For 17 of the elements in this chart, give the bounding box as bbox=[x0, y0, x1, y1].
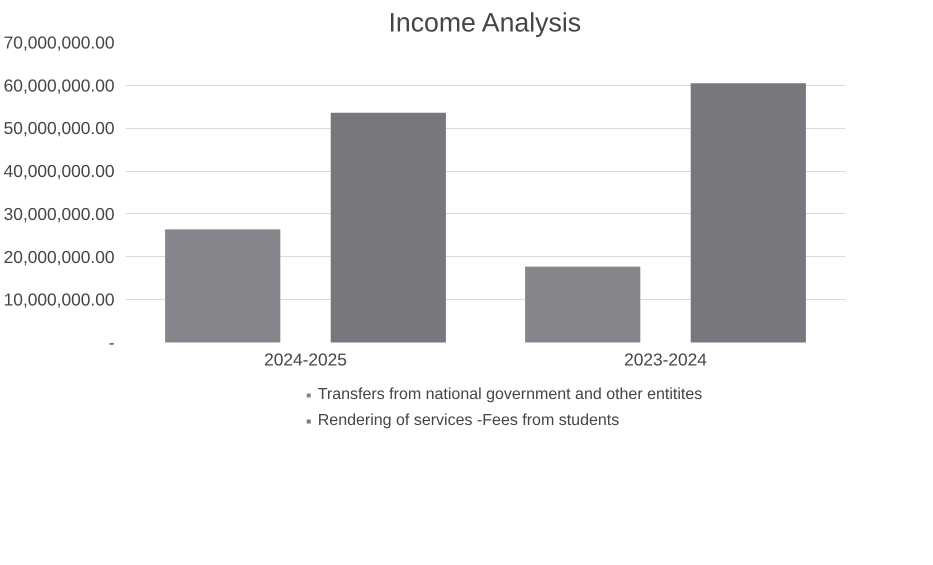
x-tick-label: 2024-2025 bbox=[264, 350, 347, 370]
y-tick-label: 60,000,000.00 bbox=[4, 75, 115, 96]
y-tick-label: 40,000,000.00 bbox=[4, 161, 115, 182]
bar bbox=[165, 229, 280, 342]
legend-label: Transfers from national government and other entitites bbox=[318, 386, 702, 404]
y-tick-label: 10,000,000.00 bbox=[4, 290, 115, 310]
y-tick-label: 30,000,000.00 bbox=[4, 204, 115, 224]
bar bbox=[330, 112, 446, 342]
chart-title: Income Analysis bbox=[388, 8, 582, 38]
y-tick-label: 70,000,000.00 bbox=[4, 32, 115, 52]
x-tick-label: 2023-2024 bbox=[624, 350, 708, 370]
bar bbox=[690, 83, 806, 342]
bar bbox=[525, 266, 640, 342]
legend-label: Rendering of services -Fees from students bbox=[318, 412, 620, 430]
y-tick-label: - bbox=[108, 332, 115, 352]
y-tick-label: 50,000,000.00 bbox=[4, 118, 115, 138]
y-tick-label: 20,000,000.00 bbox=[4, 246, 115, 267]
